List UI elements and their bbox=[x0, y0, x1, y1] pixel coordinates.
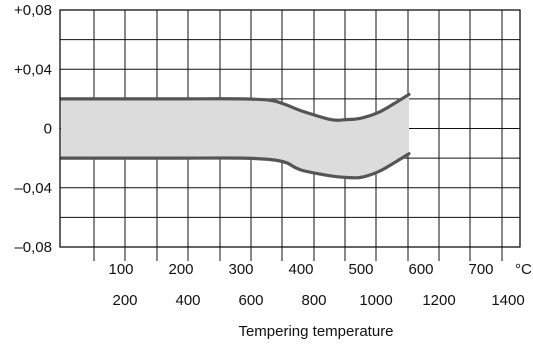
x-tick-label-secondary: 200 bbox=[112, 292, 137, 309]
x-tick-label-secondary: 1400 bbox=[491, 292, 524, 309]
x-tick-label-primary: 700 bbox=[468, 261, 493, 278]
y-tick-label: +0,04 bbox=[14, 61, 52, 78]
x-tick-label-primary: 500 bbox=[348, 261, 373, 278]
x-tick-label-primary: 400 bbox=[288, 261, 313, 278]
y-tick-label: –0,08 bbox=[14, 239, 52, 256]
x-unit-primary: °C bbox=[515, 261, 532, 278]
y-tick-label: +0,08 bbox=[14, 2, 52, 19]
x-tick-label-secondary: 600 bbox=[238, 292, 263, 309]
y-tick-labels: +0,08 +0,04 0 –0,04 –0,08 bbox=[14, 2, 52, 256]
x-tick-label-primary: 300 bbox=[228, 261, 253, 278]
x-tick-label-primary: 200 bbox=[168, 261, 193, 278]
x-tick-label-primary: 600 bbox=[408, 261, 433, 278]
tolerance-band bbox=[61, 94, 409, 178]
plot-frame bbox=[59, 9, 521, 248]
x-tick-label-secondary: 1000 bbox=[359, 292, 392, 309]
upper-limit-line bbox=[59, 92, 411, 122]
x-tick-label-primary: 100 bbox=[108, 261, 133, 278]
y-tick-label: –0,04 bbox=[14, 180, 52, 197]
series-lines bbox=[59, 92, 411, 180]
x-tick-labels-secondary: 200 400 600 800 1000 1200 1400 bbox=[112, 292, 524, 309]
x-tick-label-secondary: 400 bbox=[175, 292, 200, 309]
x-tick-label-secondary: 1200 bbox=[422, 292, 455, 309]
x-axis-label: Tempering temperature bbox=[238, 323, 393, 340]
y-tick-label: 0 bbox=[44, 121, 52, 138]
x-tick-label-secondary: 800 bbox=[301, 292, 326, 309]
x-tick-labels-primary: 100 200 300 400 500 600 700 bbox=[108, 261, 493, 278]
band-fill bbox=[61, 94, 409, 178]
lower-limit-line bbox=[59, 152, 411, 180]
